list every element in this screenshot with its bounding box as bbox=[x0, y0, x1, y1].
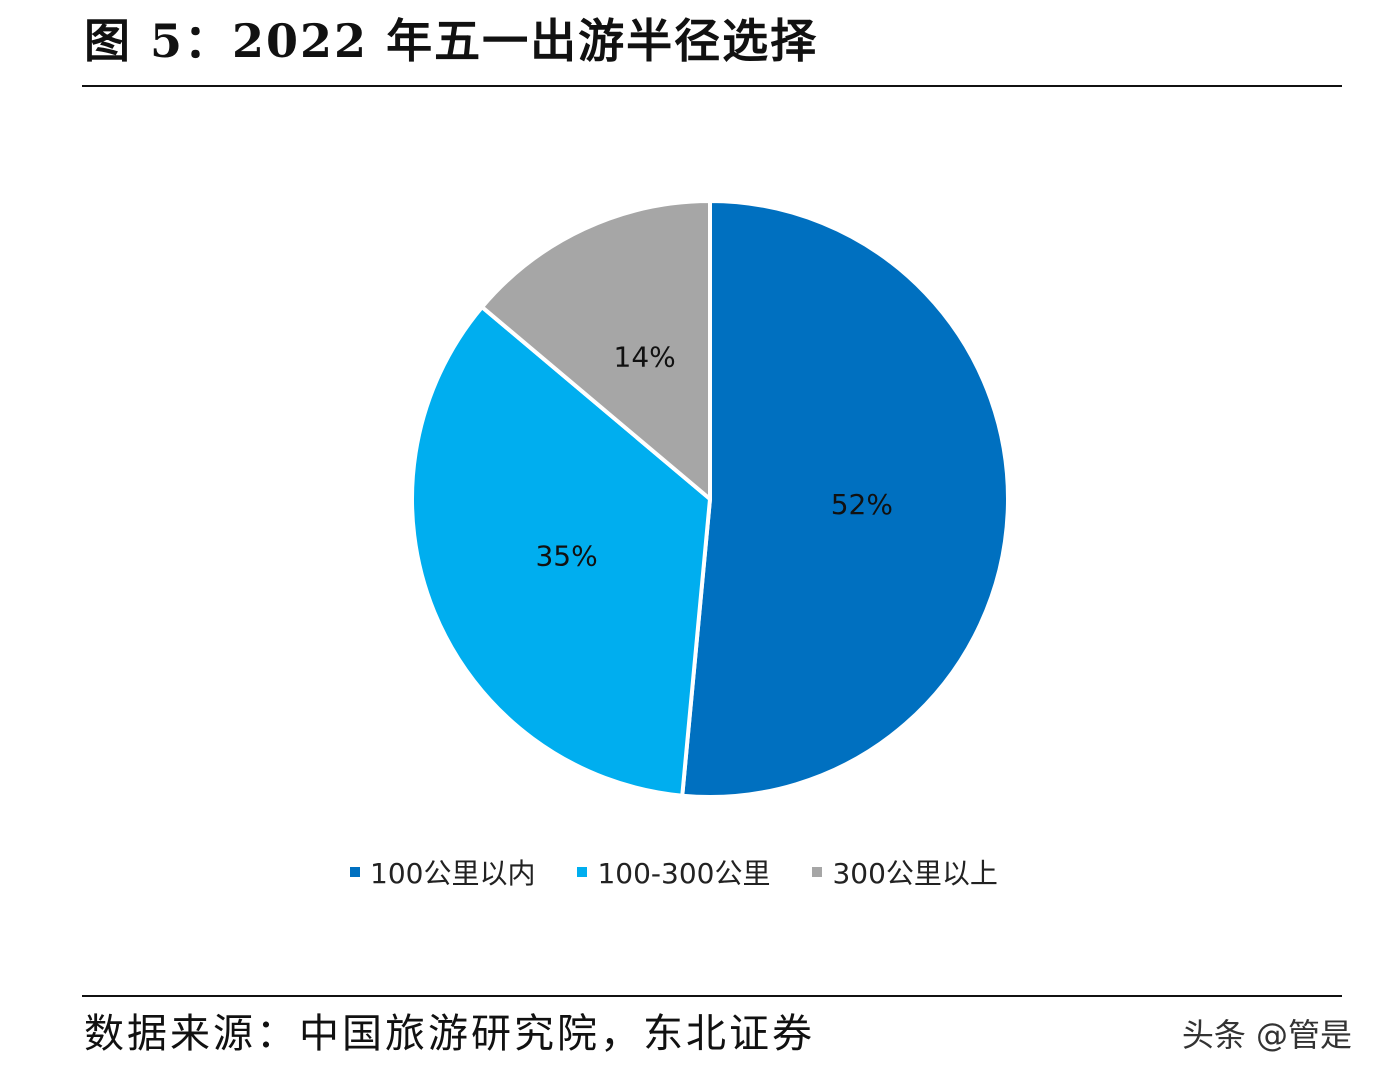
legend-item-2: 300公里以上 bbox=[812, 852, 998, 892]
pie-label-0: 52% bbox=[831, 488, 893, 521]
legend-label-0: 100公里以内 bbox=[370, 857, 536, 890]
pie-label-2: 14% bbox=[614, 341, 676, 374]
source-divider bbox=[82, 995, 1342, 997]
figure-title: 图 5：2022 年五一出游半径选择 bbox=[84, 14, 819, 68]
legend-swatch-0 bbox=[350, 867, 360, 877]
title-divider bbox=[82, 85, 1342, 87]
pie-slice-2 bbox=[480, 199, 712, 501]
legend-swatch-1 bbox=[577, 867, 588, 877]
pie-label-1: 35% bbox=[535, 540, 597, 573]
data-source: 数据来源：中国旅游研究院，东北证券 bbox=[84, 1011, 815, 1057]
legend-item-0: 100公里以内 bbox=[350, 852, 535, 892]
chart-legend: 100公里以内 100-300公里 300公里以上 bbox=[350, 852, 1040, 892]
pie-slice-0 bbox=[680, 199, 1011, 799]
pie-slice-1 bbox=[410, 305, 712, 798]
watermark: 头条 @管是 bbox=[1181, 1016, 1352, 1054]
legend-item-1: 100-300公里 bbox=[577, 852, 770, 892]
legend-label-1: 100-300公里 bbox=[597, 857, 771, 890]
legend-swatch-2 bbox=[812, 867, 823, 877]
legend-label-2: 300公里以上 bbox=[832, 857, 998, 890]
